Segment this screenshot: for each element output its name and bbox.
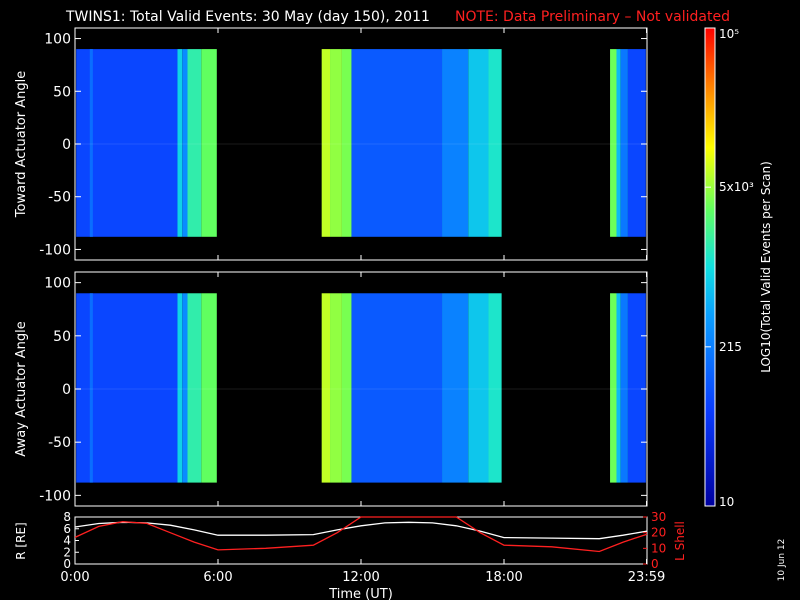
away-ylabel: Away Actuator Angle: [14, 321, 29, 456]
heatmap-column: [620, 293, 628, 483]
heatmap-column: [201, 293, 217, 483]
plot-title: TWINS1: Total Valid Events: 30 May (day …: [65, 9, 430, 25]
heatmap-column: [330, 293, 342, 483]
r-series-line: [74, 521, 648, 540]
heatmap-column: [182, 49, 188, 237]
heatmap-column: [89, 49, 93, 237]
toward-ylabel: Toward Actuator Angle: [14, 71, 29, 218]
ytick-label: -50: [48, 435, 71, 451]
heatmap-column: [321, 293, 331, 483]
lshell-series-line: [74, 516, 648, 553]
heatmap-column: [341, 49, 352, 237]
time-axis-label: Time (UT): [328, 587, 393, 600]
colorbar-tick-label: 5x10³: [719, 180, 754, 194]
ytick-label: 100: [44, 276, 71, 292]
lshell-tick-label: 10: [651, 541, 666, 555]
heatmap-column: [627, 49, 646, 237]
colorbar-label: LOG10(Total Valid Events per Scan): [759, 161, 773, 373]
r-tick-label: 4: [63, 534, 71, 548]
heatmap-column: [177, 49, 183, 237]
lshell-tick-label: 20: [651, 526, 666, 540]
heatmap-column: [616, 49, 621, 237]
time-tick-label: 23:59: [628, 570, 665, 585]
heatmap-column: [620, 49, 628, 237]
colorbar-tick-label: 215: [719, 340, 742, 354]
orbit-lines: [74, 516, 648, 553]
panel-toward: -100 -50 0 50 100 Toward Actuator Angle: [14, 27, 648, 261]
heatmap-column: [76, 293, 178, 483]
ytick-label: -100: [39, 488, 71, 504]
heatmap-column: [442, 49, 469, 237]
heatmap-column: [351, 293, 443, 483]
ytick-label: 0: [62, 137, 71, 153]
away-heatmap: [75, 293, 647, 483]
ytick-label: 0: [62, 382, 71, 398]
preliminary-note: NOTE: Data Preliminary – Not validated: [455, 9, 730, 25]
lshell-tick-label: 30: [651, 510, 666, 524]
colorbar-tick-label: 10: [719, 495, 734, 509]
toward-heatmap: [75, 49, 647, 237]
ytick-label: 100: [44, 32, 71, 48]
zero-band: [75, 143, 647, 145]
time-axis-ticks: 0:00 6:00 12:00 18:00 23:59: [60, 559, 665, 585]
time-tick-label: 18:00: [485, 570, 522, 585]
panel-away: -100 -50 0 50 100 Away Actuator Angle: [14, 271, 648, 507]
r-axis-label: R [RE]: [14, 522, 28, 559]
colorbar-tick-label: 10⁵: [719, 27, 739, 41]
heatmap-column: [187, 49, 202, 237]
r-tick-label: 0: [63, 557, 71, 571]
r-tick-label: 2: [63, 545, 71, 559]
lshell-axis-label: L Shell: [673, 521, 687, 561]
colorbar: 10 215 5x10³ 10⁵ LOG10(Total Valid Events p…: [704, 27, 773, 509]
time-tick-label: 12:00: [342, 570, 379, 585]
heatmap-column: [177, 293, 183, 483]
heatmap-column: [321, 49, 331, 237]
toward-yticks: -100 -50 0 50 100: [39, 28, 648, 260]
r-tick-label: 8: [63, 510, 71, 524]
heatmap-column: [468, 49, 489, 237]
heatmap-column: [610, 49, 617, 237]
heatmap-column: [616, 293, 621, 483]
time-tick-label: 6:00: [203, 570, 232, 585]
time-tick-label: 0:00: [60, 570, 89, 585]
date-stamp: 10 Jun 12: [777, 539, 787, 582]
heatmap-column: [89, 293, 93, 483]
heatmap-column: [187, 293, 202, 483]
away-yticks: -100 -50 0 50 100: [39, 272, 648, 506]
heatmap-column: [351, 49, 443, 237]
colorbar-fill: [705, 28, 715, 506]
heatmap-column: [488, 49, 502, 237]
heatmap-column: [610, 293, 617, 483]
zero-band: [75, 388, 647, 390]
ytick-label: 50: [53, 329, 71, 345]
r-tick-label: 6: [63, 522, 71, 536]
colorbar-ticks: 10 215 5x10³ 10⁵: [705, 27, 754, 509]
heatmap-column: [330, 49, 342, 237]
ytick-label: -100: [39, 242, 71, 258]
heatmap-column: [341, 293, 352, 483]
lshell-tick-label: 0: [651, 557, 659, 571]
heatmap-column: [182, 293, 188, 483]
heatmap-column: [627, 293, 646, 483]
heatmap-column: [201, 49, 217, 237]
heatmap-column: [468, 293, 489, 483]
heatmap-column: [76, 49, 178, 237]
heatmap-column: [488, 293, 502, 483]
ytick-label: 50: [53, 84, 71, 100]
heatmap-column: [442, 293, 469, 483]
ytick-label: -50: [48, 190, 71, 206]
